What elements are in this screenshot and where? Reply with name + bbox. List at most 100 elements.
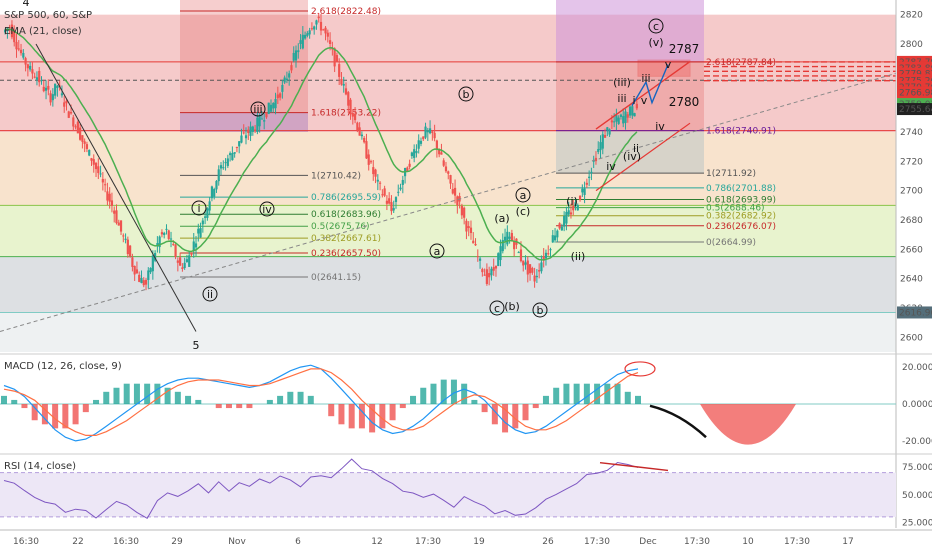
candle-body: [472, 240, 475, 244]
candle-body: [204, 216, 207, 218]
candle-body: [40, 80, 43, 82]
candle-body: [244, 135, 248, 139]
candle-body: [324, 27, 327, 34]
wave-text: (i): [566, 195, 578, 208]
candle-body: [501, 239, 504, 252]
x-tick-7: 17:30: [415, 537, 441, 547]
candle-body: [129, 245, 132, 257]
y-tick-10: 2800: [900, 40, 923, 50]
wave-label-20: i: [632, 94, 635, 107]
wave-circle: [532, 302, 548, 318]
macd-bar: [164, 387, 171, 404]
wave-label-16: (ii): [571, 250, 586, 263]
macd-tick-2: -20.0000: [902, 437, 932, 447]
fib-left-label-6: 0.382(2667.61): [311, 234, 381, 244]
candle-body: [433, 132, 436, 139]
candle-body: [44, 87, 48, 91]
wave-text: v: [665, 58, 672, 71]
candle-body: [208, 201, 211, 211]
price-tag-7: 2755.64: [899, 105, 932, 115]
trendline-rising: [0, 72, 897, 332]
candle-body: [483, 274, 486, 276]
wave-text: (ii): [571, 250, 586, 263]
candle-body: [224, 162, 227, 164]
candle-body: [274, 98, 277, 109]
macd-bar: [31, 404, 38, 421]
candle-body: [242, 132, 245, 134]
macd-bar: [389, 404, 396, 421]
candle-body: [122, 235, 125, 237]
macd-bar: [348, 404, 355, 429]
candle-body: [626, 114, 629, 118]
candle-body: [97, 166, 100, 174]
macd-bar: [236, 404, 243, 409]
candle-body: [310, 28, 314, 30]
macd-bar: [297, 391, 304, 404]
candle-body: [235, 146, 239, 148]
candle-body: [94, 162, 98, 170]
candle-body: [263, 120, 266, 122]
candle-body: [556, 230, 559, 238]
candle-body: [381, 194, 384, 196]
wave-text: 2780: [669, 95, 700, 109]
candle-body: [601, 134, 604, 149]
macd-bar: [1, 395, 7, 404]
candle-body: [215, 180, 218, 190]
candle-body: [431, 131, 434, 133]
fib-right-label-5: 0.5(2688.46): [706, 204, 765, 214]
candle-body: [226, 158, 229, 166]
zone-red-top: [0, 14, 896, 133]
candle-body: [469, 227, 473, 234]
wave-circle: [458, 86, 474, 102]
projection-path: [631, 64, 669, 106]
macd-bar: [542, 395, 549, 404]
macd-projection: [700, 404, 796, 445]
candle-body: [4, 29, 7, 33]
candle-body: [76, 121, 79, 134]
candle-body: [599, 142, 602, 151]
wave-label-22: iii: [617, 92, 626, 105]
candle-body: [213, 188, 216, 197]
candle-body: [401, 179, 404, 185]
candle-body: [206, 208, 209, 218]
macd-bar: [113, 387, 120, 404]
candle-body: [347, 92, 350, 106]
candle-body: [365, 141, 368, 159]
candle-body: [174, 244, 177, 258]
candle-body: [456, 196, 459, 206]
candle-body: [272, 102, 275, 109]
candle-body: [474, 243, 477, 246]
wave-text: iii: [253, 103, 262, 116]
wave-text: v: [641, 94, 648, 107]
wave-label-14: c: [648, 18, 664, 34]
macd-bar: [369, 404, 376, 433]
candle-body: [438, 149, 441, 155]
candle-body: [288, 73, 291, 78]
fib-left-label-3: 0.786(2695.59): [311, 193, 381, 203]
candle-body: [301, 34, 304, 49]
macd-bar: [195, 399, 202, 404]
macd-bar: [430, 383, 437, 404]
fib-left-label-5: 0.5(2675.76): [311, 222, 370, 232]
candle-body: [544, 252, 548, 259]
candle-body: [533, 275, 536, 282]
x-tick-3: 29: [171, 537, 183, 547]
fib-left-label-0: 2.618(2822.48): [311, 7, 381, 17]
candle-body: [190, 253, 193, 255]
candle-body: [383, 188, 386, 196]
candle-body: [374, 169, 377, 177]
candle-body: [588, 176, 591, 179]
macd-bar: [614, 383, 621, 404]
candle-body: [328, 40, 332, 44]
candle-body: [451, 189, 454, 194]
macd-tick-1: 0.0000: [902, 400, 932, 410]
candle-body: [581, 188, 584, 193]
candle-body: [19, 49, 23, 54]
wave-label-15: (i): [566, 195, 578, 208]
candle-body: [15, 41, 18, 50]
candle-body: [67, 111, 70, 118]
macd-bar: [635, 395, 641, 404]
candle-body: [222, 167, 225, 169]
candle-body: [313, 26, 316, 30]
